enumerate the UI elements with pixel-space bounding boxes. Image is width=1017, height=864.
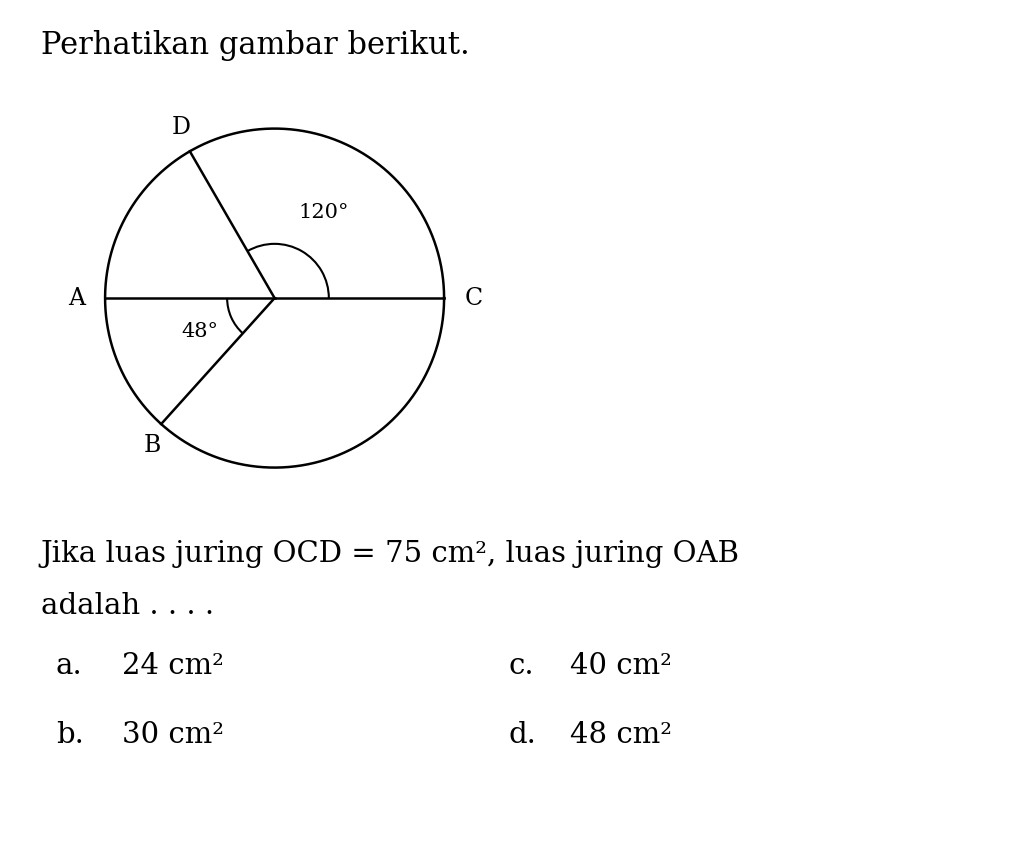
Text: b.: b. xyxy=(56,721,83,749)
Text: 24 cm²: 24 cm² xyxy=(122,652,224,680)
Text: 48 cm²: 48 cm² xyxy=(570,721,671,749)
Text: d.: d. xyxy=(508,721,536,749)
Text: adalah . . . .: adalah . . . . xyxy=(41,592,214,619)
Text: Jika luas juring OCD = 75 cm², luas juring OAB: Jika luas juring OCD = 75 cm², luas juri… xyxy=(41,540,739,568)
Text: a.: a. xyxy=(56,652,82,680)
Text: Perhatikan gambar berikut.: Perhatikan gambar berikut. xyxy=(41,30,470,61)
Text: 120°: 120° xyxy=(299,203,349,222)
Text: 30 cm²: 30 cm² xyxy=(122,721,224,749)
Text: B: B xyxy=(144,435,162,457)
Text: 40 cm²: 40 cm² xyxy=(570,652,671,680)
Text: D: D xyxy=(172,116,191,139)
Text: c.: c. xyxy=(508,652,534,680)
Text: A: A xyxy=(68,287,84,309)
Text: C: C xyxy=(465,287,482,309)
Text: 48°: 48° xyxy=(182,321,219,340)
